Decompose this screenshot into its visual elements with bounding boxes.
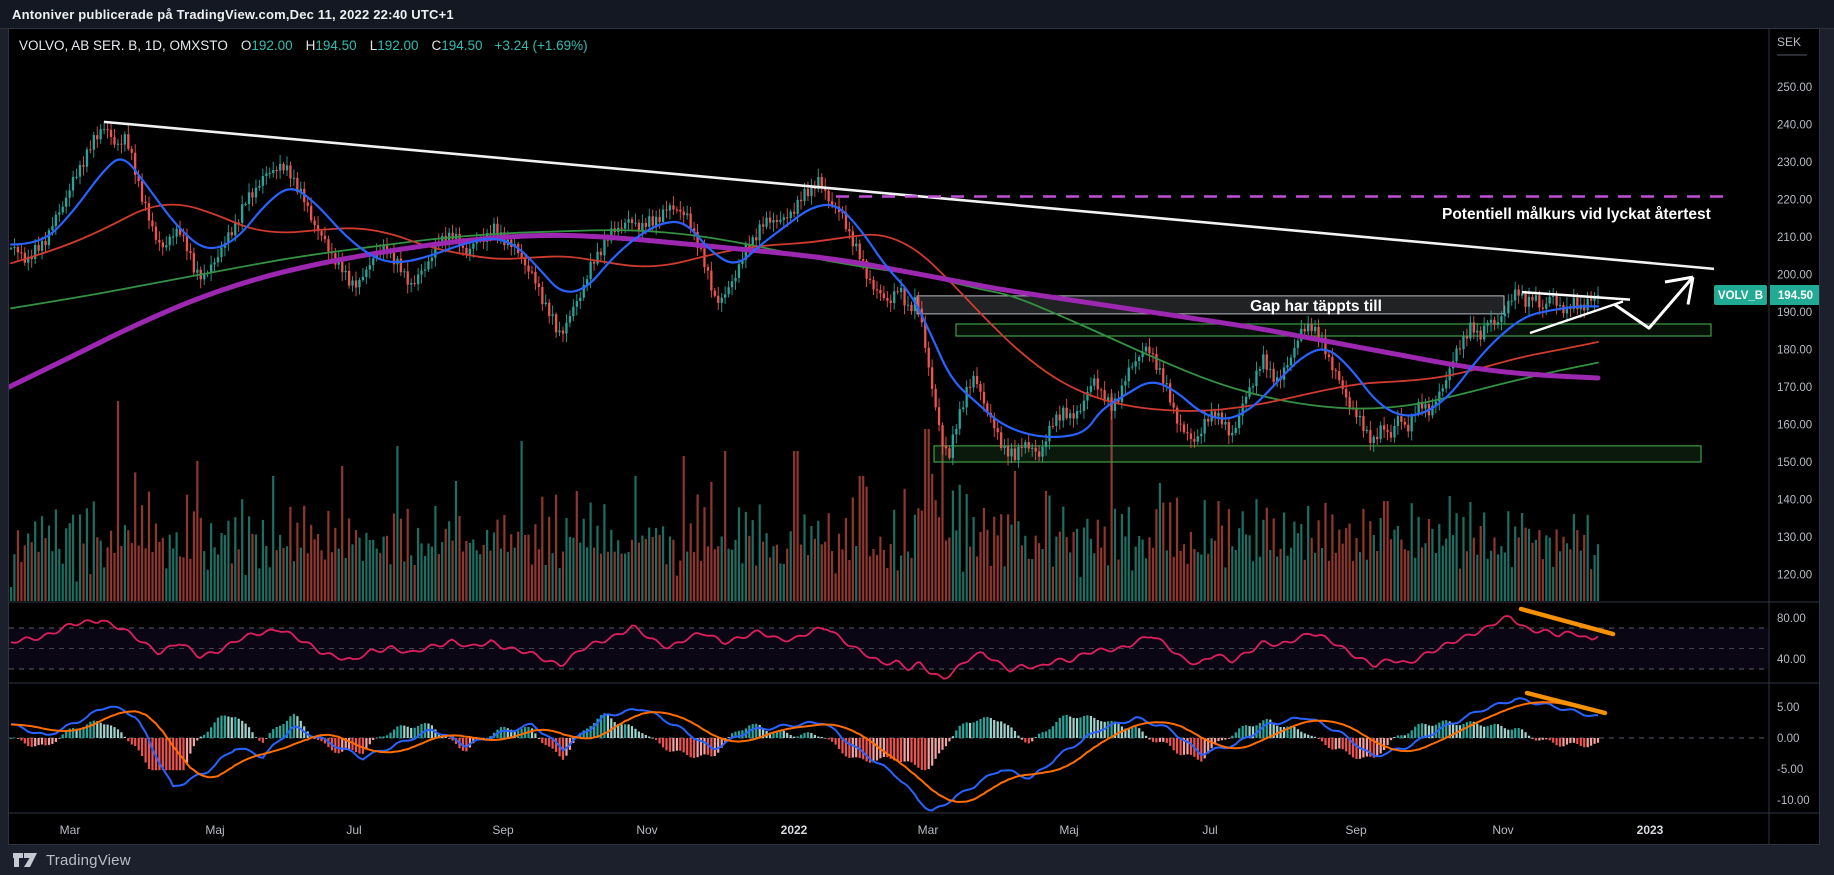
candles-layer (9, 121, 1600, 468)
time-axis[interactable]: Mar Maj Jul Sep Nov 2022 Mar Maj Jul Sep Nov 2023 (60, 823, 1664, 837)
time-tick: Mar (60, 823, 81, 837)
ma-21-blue (9, 158, 1600, 439)
time-tick: 2023 (1637, 823, 1664, 837)
price-tick: 120.00 (1777, 570, 1812, 582)
macd-tick: -10.00 (1777, 795, 1810, 807)
arrow-head (1664, 275, 1695, 305)
rsi-tick: 80.00 (1777, 613, 1806, 625)
last-price-tag[interactable]: VOLV_B 194.50 (1714, 285, 1819, 305)
drawings-layer[interactable] (103, 120, 1723, 335)
rsi-line (10, 615, 1599, 680)
price-chart[interactable]: SEK 250.00 240.00 230.00 220.00 210.00 200.00 1… (9, 29, 1819, 844)
ohlc-token: C194.50 (431, 38, 483, 53)
watermark-bar: TradingView (0, 845, 1834, 875)
moving-averages-layer (9, 158, 1601, 439)
macd-signal-line (10, 701, 1599, 803)
ohlc-values: O192.00 H194.50 L192.00 C194.50 (228, 38, 483, 53)
time-tick: Jul (346, 823, 361, 837)
tradingview-logo-icon[interactable] (12, 850, 38, 870)
gap-annotation-text: Gap har täppts till (1250, 298, 1382, 315)
price-tick: 210.00 (1777, 232, 1812, 244)
price-tag-bg (1770, 285, 1819, 305)
macd-tick: 0.00 (1777, 733, 1799, 745)
time-tick: Maj (1059, 823, 1078, 837)
price-tag-text: 194.50 (1778, 290, 1813, 302)
time-tick: Mar (918, 823, 939, 837)
attribution-text: Antoniver publicerade på TradingView.com… (12, 6, 454, 22)
price-tick: 180.00 (1777, 345, 1812, 357)
price-tick: 240.00 (1777, 120, 1812, 132)
symbol-tag-bg (1714, 285, 1767, 305)
price-axis[interactable]: SEK 250.00 240.00 230.00 220.00 210.00 200.00 1… (1777, 35, 1812, 807)
ma-200-purple (9, 232, 1601, 390)
price-tick: 140.00 (1777, 495, 1812, 507)
symbol-tag-text: VOLV_B (1718, 290, 1763, 302)
ma-50-red (10, 203, 1599, 412)
attribution-bar: Antoniver publicerade på TradingView.com… (0, 0, 1834, 29)
watermark-text[interactable]: TradingView (46, 851, 131, 869)
symbol-legend[interactable]: VOLVO, AB SER. B, 1D, OMXSTO O192.00 H194.… (19, 38, 588, 53)
annotation-texts: Gap har täppts till Potentiell målkurs vi… (1250, 206, 1711, 315)
ohlc-token: L192.00 (369, 38, 419, 53)
time-tick: 2022 (781, 823, 808, 837)
triangle-bottom-line (1529, 300, 1624, 335)
price-tick: 250.00 (1777, 82, 1812, 94)
time-tick: Sep (492, 823, 514, 837)
support-box (933, 445, 1702, 463)
time-tick: Nov (636, 823, 657, 837)
change-value: +3.24 (+1.69%) (494, 38, 588, 53)
macd-tick: -5.00 (1777, 764, 1803, 776)
price-tick: 220.00 (1777, 195, 1812, 207)
ohlc-token: H194.50 (305, 38, 357, 53)
macd-trendline (1524, 690, 1608, 716)
price-tick: 160.00 (1777, 420, 1812, 432)
chart-frame[interactable]: SEK 250.00 240.00 230.00 220.00 210.00 200.00 1… (8, 28, 1820, 845)
volume-layer (9, 393, 1600, 601)
macd-layer (9, 690, 1608, 812)
ohlc-token: O192.00 (240, 38, 293, 53)
time-tick: Sep (1345, 823, 1367, 837)
gap-zone-box (916, 295, 1505, 315)
breakout-arrow (1613, 276, 1695, 330)
price-tick: 170.00 (1777, 382, 1812, 394)
macd-line (10, 697, 1598, 812)
price-tick: 190.00 (1777, 307, 1812, 319)
time-tick: Maj (205, 823, 224, 837)
resistance-box (955, 323, 1712, 337)
price-tick: 200.00 (1777, 270, 1812, 282)
symbol-title[interactable]: VOLVO, AB SER. B, 1D, OMXSTO (19, 38, 228, 53)
target-annotation-text: Potentiell målkurs vid lyckat återtest (1442, 206, 1711, 223)
rsi-trendline (1518, 606, 1616, 637)
currency-label: SEK (1777, 35, 1801, 49)
rsi-tick: 40.00 (1777, 654, 1806, 666)
rsi-layer (10, 606, 1616, 680)
time-tick: Nov (1492, 823, 1513, 837)
price-tick: 130.00 (1777, 532, 1812, 544)
price-tick: 230.00 (1777, 157, 1812, 169)
price-tick: 150.00 (1777, 457, 1812, 469)
triangle-top-line (1521, 290, 1631, 301)
time-tick: Jul (1202, 823, 1217, 837)
macd-tick: 5.00 (1777, 702, 1799, 714)
pane-separators (9, 29, 1819, 844)
